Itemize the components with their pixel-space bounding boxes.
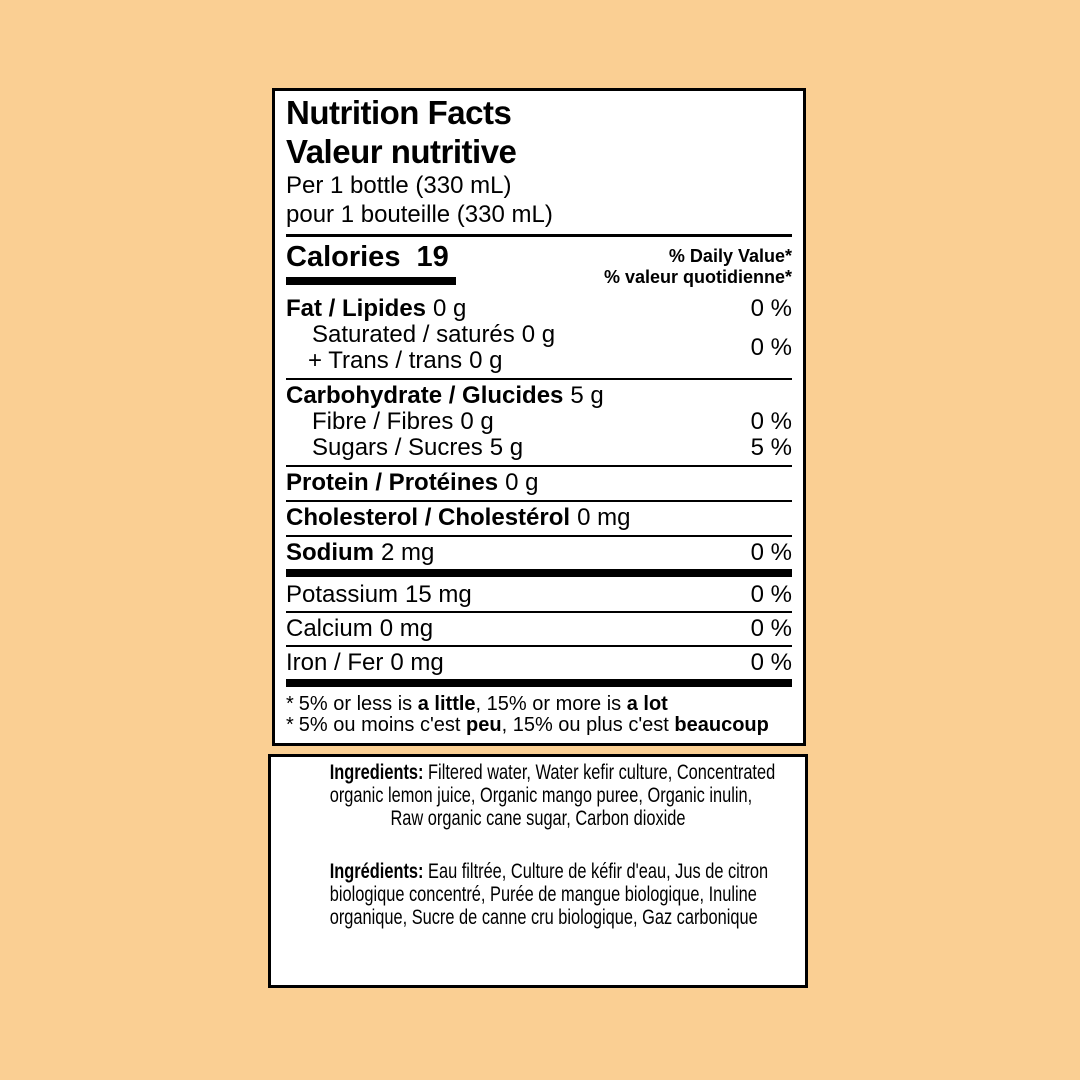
nutrient-name: Calcium — [286, 615, 373, 642]
nutrient-amount: 5 g — [570, 382, 604, 409]
nutrient-amount: 0 g — [469, 347, 503, 374]
calories-row: Calories 19 % Daily Value* % valeur quoti… — [286, 241, 792, 288]
divider-thick — [286, 679, 792, 687]
footnote-asterisk: * — [286, 693, 294, 715]
nutrient-amount: 15 mg — [405, 581, 472, 608]
nutrient-daily-value: 0 % — [750, 581, 792, 608]
divider-thick — [286, 569, 792, 577]
title-english: Nutrition Facts — [286, 94, 512, 131]
divider-thin — [286, 645, 792, 647]
nutrient-daily-value: 0 % — [750, 295, 792, 322]
nutrient-name: Cholesterol / Cholestérol — [286, 504, 571, 531]
nutrient-row-fat: Fat / Lipides 0 g 0 % — [286, 296, 792, 322]
nutrient-row-calcium: Calcium 0 mg 0 % — [286, 616, 792, 642]
calories-underline-bar — [286, 277, 456, 285]
ingredients-panel: Ingredients: Filtered water, Water kefir… — [268, 754, 808, 988]
footnote-french: * 5% ou moins c'est peu, 15% ou plus c'es… — [286, 714, 769, 736]
ingredients-label-english: Ingredients: — [329, 761, 424, 784]
serving-size-english: Per 1 bottle (330 mL) — [286, 172, 512, 199]
divider-thin — [286, 378, 792, 380]
divider-medium — [286, 234, 792, 237]
nutrient-name: Sugars / Sucres — [312, 434, 483, 461]
daily-value-header-english: % Daily Value* — [668, 246, 792, 266]
footnote-asterisk: * — [286, 714, 294, 736]
nutrient-name: Protein / Protéines — [286, 469, 499, 496]
nutrient-amount: 5 g — [489, 434, 524, 461]
nutrient-name: Fibre / Fibres — [312, 408, 454, 435]
calories-value: 19 — [416, 241, 449, 273]
nutrient-row-iron: Iron / Fer 0 mg 0 % — [286, 650, 792, 676]
nutrient-name: Sodium — [286, 539, 374, 566]
nutrient-row-saturated-trans: Saturated / saturés 0 g + Trans / trans 0 … — [286, 322, 792, 374]
nutrient-name: Carbohydrate / Glucides — [286, 382, 564, 409]
nutrient-amount: 0 mg — [390, 649, 444, 676]
nutrient-amount: 0 g — [505, 469, 539, 496]
nutrient-daily-value: 0 % — [750, 539, 792, 566]
nutrient-row-sodium: Sodium 2 mg 0 % — [286, 540, 792, 566]
nutrient-amount: 0 mg — [379, 615, 434, 642]
nutrient-amount: 0 mg — [577, 504, 631, 531]
nutrient-row-cholesterol: Cholesterol / Cholestérol 0 mg — [286, 505, 792, 531]
nutrient-amount: 0 g — [433, 295, 467, 322]
nutrient-name: Iron / Fer — [286, 649, 384, 676]
serving-size-french: pour 1 bouteille (330 mL) — [286, 201, 553, 228]
daily-value-header-french: % valeur quotidienne* — [603, 267, 792, 287]
nutrient-row-potassium: Potassium 15 mg 0 % — [286, 582, 792, 608]
nutrient-amount: 0 g — [460, 408, 494, 435]
nutrient-daily-value: 0 % — [750, 408, 792, 435]
ingredients-english: Ingredients: Filtered water, Water kefir… — [329, 761, 776, 830]
title-french: Valeur nutritive — [286, 133, 517, 170]
nutrient-row-protein: Protein / Protéines 0 g — [286, 470, 792, 496]
nutrient-amount: 2 mg — [381, 539, 435, 566]
nutrient-row-fibre: Fibre / Fibres 0 g 0 % — [286, 409, 792, 435]
nutrient-daily-value: 5 % — [750, 434, 792, 461]
nutrient-row-carbohydrate: Carbohydrate / Glucides 5 g — [286, 383, 792, 409]
nutrition-facts-panel: Nutrition Facts Valeur nutritive Per 1 b… — [272, 88, 806, 746]
nutrient-name: + Trans / trans — [308, 347, 463, 374]
divider-thin — [286, 500, 792, 502]
divider-thin — [286, 535, 792, 537]
nutrient-daily-value: 0 % — [750, 334, 792, 361]
footnote-english: * 5% or less is a little, 15% or more is … — [286, 693, 668, 715]
nutrient-row-sugars: Sugars / Sucres 5 g 5 % — [286, 435, 792, 461]
nutrient-name: Potassium — [286, 581, 399, 608]
nutrient-name: Saturated / saturés — [312, 321, 515, 348]
nutrient-daily-value: 0 % — [750, 649, 792, 676]
calories-block: Calories 19 — [286, 241, 456, 288]
nutrient-amount: 0 g — [521, 321, 556, 348]
divider-thin — [286, 611, 792, 613]
ingredients-label-french: Ingrédients: — [329, 860, 424, 883]
daily-value-header: % Daily Value* % valeur quotidienne* — [604, 241, 792, 288]
ingredients-french: Ingrédients: Eau filtrée, Culture de kéf… — [329, 860, 769, 929]
calories-text: Calories 19 — [286, 241, 456, 274]
calories-label: Calories — [286, 241, 401, 273]
nutrient-daily-value: 0 % — [750, 615, 792, 642]
divider-thin — [286, 465, 792, 467]
nutrient-name: Fat / Lipides — [286, 295, 427, 322]
